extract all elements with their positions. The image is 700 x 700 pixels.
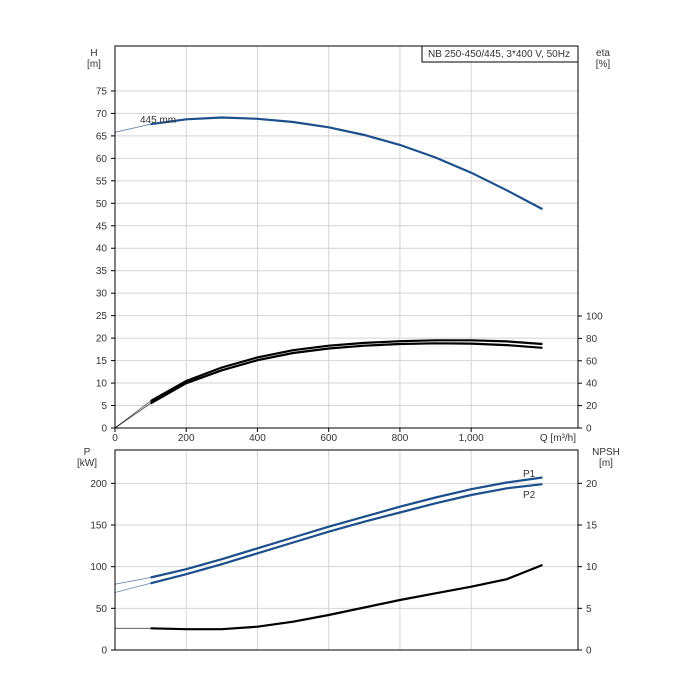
series-label-p1: P1 — [523, 469, 536, 480]
xtick-label-5: 1,000 — [459, 433, 484, 444]
head-ytick-label-3: 15 — [96, 356, 108, 367]
power-axis-title-line-1: [kW] — [77, 458, 97, 469]
power-axis-title-line-0: P — [84, 447, 91, 458]
head-ytick-label-5: 25 — [96, 311, 108, 322]
eta-ytick-label-1: 20 — [586, 401, 598, 412]
npsh-ytick-label-4: 20 — [586, 479, 598, 490]
frames-layer — [111, 45, 582, 651]
npsh-ytick-label-0: 0 — [586, 646, 592, 657]
head-ytick-label-14: 70 — [96, 109, 108, 120]
xtick-label-1: 200 — [178, 433, 195, 444]
head-axis-title-line-0: H — [90, 48, 97, 59]
power-ytick-label-1: 50 — [96, 604, 108, 615]
head-ytick-label-13: 65 — [96, 131, 108, 142]
head-curve-thick — [150, 116, 543, 211]
series-label-p2: P2 — [523, 490, 536, 501]
power-plot-frame — [114, 449, 579, 651]
eta-ytick-label-3: 60 — [586, 356, 598, 367]
chart-title: NB 250-450/445, 3*400 V, 50Hz — [428, 49, 570, 60]
power-ytick-label-0: 0 — [101, 646, 107, 657]
npsh-axis-title-line-1: [m] — [599, 458, 613, 469]
head-ytick-label-0: 0 — [101, 424, 107, 435]
power-ytick-label-2: 100 — [90, 562, 107, 573]
npsh-ytick-label-2: 10 — [586, 562, 598, 573]
head-ytick-label-12: 60 — [96, 154, 108, 165]
text-layer: 0510152025303540455055606570750204060801… — [77, 48, 620, 657]
eta-ytick-label-5: 100 — [586, 312, 603, 323]
head-ytick-label-8: 40 — [96, 244, 108, 255]
power-ytick-label-4: 200 — [90, 479, 107, 490]
head-ytick-label-1: 5 — [101, 401, 107, 412]
efficiency-curve-1-thick — [150, 339, 543, 403]
impeller-diameter-label: 445 mm — [140, 115, 176, 126]
eta-ytick-label-0: 0 — [586, 424, 592, 435]
eta-axis-title-line-1: [%] — [596, 59, 611, 70]
npsh-axis-title-line-0: NPSH — [592, 447, 620, 458]
head-ytick-label-10: 50 — [96, 199, 108, 210]
power-curve-p2-thick — [150, 483, 543, 585]
x-axis-title: Q [m³/h] — [540, 433, 576, 444]
head-ytick-label-9: 45 — [96, 221, 108, 232]
npsh-ytick-label-1: 5 — [586, 604, 592, 615]
head-ytick-label-7: 35 — [96, 266, 108, 277]
title-box — [421, 45, 579, 63]
npsh-ytick-label-3: 15 — [586, 521, 598, 532]
head-ytick-label-4: 20 — [96, 334, 108, 345]
power-ytick-label-3: 150 — [90, 521, 107, 532]
head-ytick-label-2: 10 — [96, 379, 108, 390]
head-plot-frame — [114, 45, 579, 429]
xtick-label-0: 0 — [112, 433, 118, 444]
npsh-curve-thick — [150, 563, 543, 631]
xtick-label-3: 600 — [320, 433, 337, 444]
xtick-label-4: 800 — [392, 433, 409, 444]
curves-layer — [114, 116, 543, 631]
head-ytick-label-15: 75 — [96, 86, 108, 97]
head-ytick-label-11: 55 — [96, 176, 108, 187]
power-curve-p1-thick — [150, 476, 543, 579]
xtick-label-2: 400 — [249, 433, 266, 444]
eta-ytick-label-4: 80 — [586, 334, 598, 345]
eta-ytick-label-2: 40 — [586, 379, 598, 390]
eta-axis-title-line-0: eta — [596, 48, 610, 59]
head-ytick-label-6: 30 — [96, 289, 108, 300]
head-axis-title-line-1: [m] — [87, 59, 101, 70]
efficiency-curve-2-thick — [150, 342, 543, 405]
